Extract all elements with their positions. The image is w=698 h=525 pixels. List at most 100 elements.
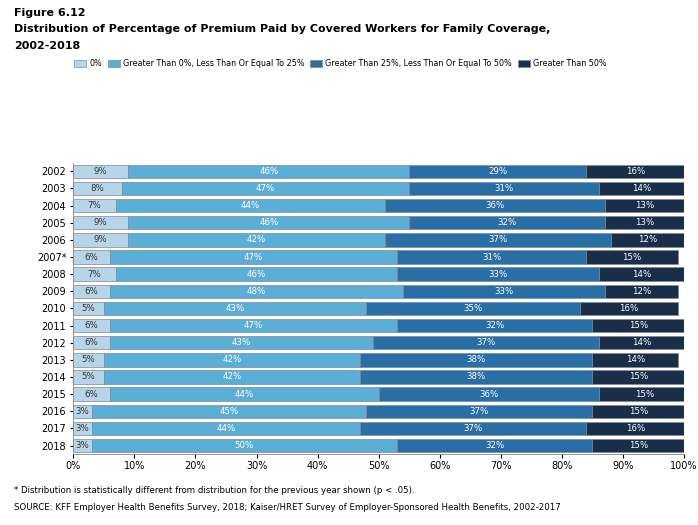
Text: 31%: 31% (494, 184, 514, 193)
Text: 48%: 48% (247, 287, 266, 296)
Bar (598, 387, 690, 401)
Bar (122, 182, 409, 195)
Text: 47%: 47% (244, 321, 263, 330)
Text: 35%: 35% (463, 304, 483, 313)
Text: 43%: 43% (225, 304, 245, 313)
Bar (604, 216, 684, 229)
Bar (91, 439, 397, 452)
Bar (73, 182, 122, 195)
Text: 31%: 31% (482, 253, 501, 261)
Text: 29%: 29% (488, 167, 507, 176)
Text: 6%: 6% (84, 253, 98, 261)
Text: 36%: 36% (485, 201, 505, 210)
Text: 45%: 45% (219, 407, 239, 416)
Bar (586, 422, 684, 435)
Bar (593, 319, 684, 332)
Text: 33%: 33% (494, 287, 514, 296)
Bar (73, 199, 116, 212)
Bar (593, 370, 684, 384)
Bar (403, 285, 604, 298)
Bar (378, 387, 598, 401)
Text: 36%: 36% (479, 390, 498, 398)
Text: 38%: 38% (467, 373, 486, 382)
Text: 14%: 14% (632, 184, 651, 193)
Bar (104, 353, 360, 366)
Bar (598, 182, 684, 195)
Text: 14%: 14% (632, 270, 651, 279)
Bar (116, 267, 397, 281)
Text: 42%: 42% (223, 373, 242, 382)
Text: 5%: 5% (82, 355, 96, 364)
Bar (128, 165, 409, 178)
Text: 7%: 7% (88, 201, 101, 210)
Text: 3%: 3% (75, 424, 89, 433)
Bar (360, 422, 586, 435)
Text: 32%: 32% (497, 218, 517, 227)
Text: 2002-2018: 2002-2018 (14, 41, 80, 51)
Bar (73, 319, 110, 332)
Text: 32%: 32% (485, 441, 505, 450)
Text: 15%: 15% (629, 441, 648, 450)
Text: 7%: 7% (88, 270, 101, 279)
Text: 37%: 37% (463, 424, 483, 433)
Text: 46%: 46% (259, 167, 279, 176)
Text: 15%: 15% (623, 253, 641, 261)
Bar (104, 302, 366, 315)
Bar (73, 370, 104, 384)
Text: 42%: 42% (247, 235, 266, 244)
Bar (409, 216, 604, 229)
Bar (397, 439, 593, 452)
Bar (397, 267, 598, 281)
Bar (73, 216, 128, 229)
Text: 46%: 46% (259, 218, 279, 227)
Bar (385, 233, 611, 247)
Text: 37%: 37% (476, 338, 495, 347)
Bar (580, 302, 678, 315)
Bar (409, 182, 598, 195)
Text: 15%: 15% (629, 321, 648, 330)
Text: 8%: 8% (91, 184, 105, 193)
Bar (73, 439, 91, 452)
Bar (110, 285, 403, 298)
Text: 6%: 6% (84, 390, 98, 398)
Bar (73, 302, 104, 315)
Bar (128, 216, 409, 229)
Text: 42%: 42% (223, 355, 242, 364)
Text: 12%: 12% (632, 287, 651, 296)
Bar (73, 250, 110, 264)
Bar (73, 267, 116, 281)
Bar (73, 285, 110, 298)
Text: 13%: 13% (634, 201, 654, 210)
Bar (397, 319, 593, 332)
Text: 13%: 13% (634, 218, 654, 227)
Text: 37%: 37% (488, 235, 507, 244)
Text: 47%: 47% (244, 253, 263, 261)
Bar (128, 233, 385, 247)
Bar (73, 422, 91, 435)
Bar (385, 199, 604, 212)
Text: 37%: 37% (470, 407, 489, 416)
Text: 9%: 9% (94, 167, 107, 176)
Bar (73, 336, 110, 350)
Bar (91, 405, 366, 418)
Text: Distribution of Percentage of Premium Paid by Covered Workers for Family Coverag: Distribution of Percentage of Premium Pa… (14, 24, 550, 34)
Text: 43%: 43% (232, 338, 251, 347)
Bar (604, 199, 684, 212)
Bar (116, 199, 385, 212)
Bar (611, 233, 684, 247)
Bar (110, 336, 373, 350)
Text: 33%: 33% (488, 270, 507, 279)
Bar (73, 405, 91, 418)
Text: 32%: 32% (485, 321, 505, 330)
Legend: 0%, Greater Than 0%, Less Than Or Equal To 25%, Greater Than 25%, Less Than Or E: 0%, Greater Than 0%, Less Than Or Equal … (74, 59, 607, 68)
Text: 9%: 9% (94, 218, 107, 227)
Bar (366, 302, 580, 315)
Text: 12%: 12% (638, 235, 657, 244)
Text: 3%: 3% (75, 441, 89, 450)
Text: 46%: 46% (247, 270, 266, 279)
Bar (73, 233, 128, 247)
Bar (586, 250, 678, 264)
Text: 16%: 16% (625, 167, 645, 176)
Bar (73, 353, 104, 366)
Text: 38%: 38% (467, 355, 486, 364)
